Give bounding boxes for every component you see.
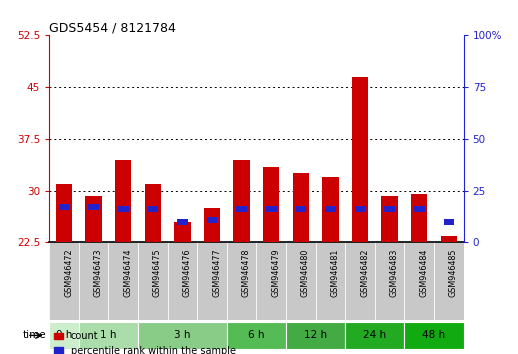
Text: 0 h: 0 h [56, 330, 72, 340]
Bar [115, 160, 132, 242]
Bar [108, 242, 138, 320]
Bar [355, 206, 365, 212]
Text: 1 h: 1 h [100, 330, 117, 340]
Text: time: time [23, 330, 47, 341]
Bar [79, 242, 108, 320]
Bar [234, 160, 250, 242]
Text: GDS5454 / 8121784: GDS5454 / 8121784 [49, 21, 176, 34]
Text: GSM946480: GSM946480 [301, 249, 310, 297]
Text: GSM946474: GSM946474 [123, 249, 132, 297]
Text: GSM946482: GSM946482 [360, 249, 369, 297]
Bar [286, 322, 345, 349]
Text: GSM946479: GSM946479 [271, 249, 280, 297]
Bar [207, 217, 218, 223]
Bar [414, 206, 425, 212]
Bar [441, 236, 457, 242]
Bar [138, 242, 168, 320]
Bar [56, 184, 72, 242]
Bar [325, 206, 336, 212]
Bar [197, 242, 227, 320]
Bar [322, 177, 339, 242]
Bar [174, 222, 191, 242]
Bar [352, 77, 368, 242]
Bar [434, 242, 464, 320]
Bar [256, 242, 286, 320]
Bar [79, 322, 138, 349]
Bar [227, 242, 256, 320]
Bar [204, 208, 220, 242]
Bar [145, 184, 161, 242]
Text: GSM946473: GSM946473 [94, 249, 103, 297]
Bar [138, 322, 227, 349]
Bar [236, 206, 247, 212]
Text: GSM946472: GSM946472 [64, 249, 73, 297]
Bar [315, 242, 345, 320]
Bar [286, 242, 315, 320]
Bar [59, 204, 69, 210]
Bar [148, 206, 158, 212]
Text: GSM946477: GSM946477 [212, 249, 221, 297]
Bar [263, 167, 279, 242]
Bar [443, 219, 454, 225]
Bar [405, 322, 464, 349]
Bar [177, 219, 188, 225]
Text: GSM946481: GSM946481 [330, 249, 339, 297]
Bar [266, 206, 277, 212]
Bar [381, 196, 398, 242]
Bar [88, 204, 99, 210]
Bar [411, 194, 427, 242]
Text: 48 h: 48 h [423, 330, 445, 340]
Bar [295, 206, 306, 212]
Text: GSM946475: GSM946475 [153, 249, 162, 297]
Text: 12 h: 12 h [304, 330, 327, 340]
Text: 24 h: 24 h [363, 330, 386, 340]
Bar [227, 322, 286, 349]
Text: GSM946483: GSM946483 [390, 249, 399, 297]
Bar [85, 196, 102, 242]
Bar [345, 242, 375, 320]
Bar [118, 206, 128, 212]
Bar [168, 242, 197, 320]
Text: GSM946484: GSM946484 [419, 249, 428, 297]
Bar [345, 322, 405, 349]
Legend: count, percentile rank within the sample: count, percentile rank within the sample [54, 331, 236, 354]
Text: GSM946478: GSM946478 [241, 249, 251, 297]
Bar [49, 242, 79, 320]
Bar [384, 206, 395, 212]
Text: GSM946476: GSM946476 [182, 249, 192, 297]
Bar [49, 322, 79, 349]
Bar [293, 173, 309, 242]
Text: 6 h: 6 h [248, 330, 265, 340]
Bar [405, 242, 434, 320]
Text: 3 h: 3 h [174, 330, 191, 340]
Text: GSM946485: GSM946485 [449, 249, 458, 297]
Bar [375, 242, 405, 320]
